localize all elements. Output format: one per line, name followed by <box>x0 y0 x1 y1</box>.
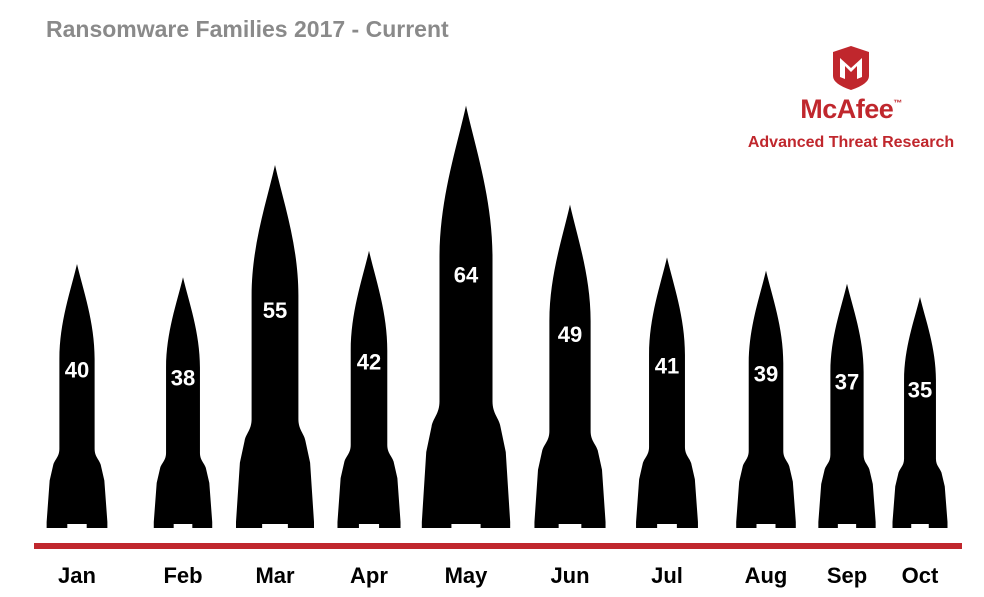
rocket-icon <box>236 165 314 528</box>
rocket-icon <box>421 105 511 528</box>
data-label: 42 <box>357 350 381 375</box>
x-tick-label: Feb <box>163 563 202 588</box>
mcafee-shield-icon <box>833 46 869 90</box>
logo-brand-name: McAfee <box>800 94 894 124</box>
x-tick-label: Sep <box>827 563 867 588</box>
data-label: 35 <box>908 377 932 402</box>
x-tick-label: Jun <box>550 563 589 588</box>
mcafee-logo: McAfee™ Advanced Threat Research <box>736 46 966 166</box>
data-label: 38 <box>171 366 195 391</box>
data-label: 64 <box>454 263 479 288</box>
rocket-icon <box>892 297 948 528</box>
rocket-icon <box>46 264 108 528</box>
rocket-icon <box>337 250 401 529</box>
logo-tagline: Advanced Threat Research <box>747 134 955 151</box>
logo-brand: McAfee™ <box>736 94 966 125</box>
x-tick-label: May <box>445 563 489 588</box>
x-tick-label: Jan <box>58 563 96 588</box>
rocket-marks: 40 38 55 42 64 49 41 39 37 35 <box>46 105 948 529</box>
x-axis-labels: Jan Feb Mar Apr May Jun Jul Aug Sep Oct <box>58 563 939 588</box>
data-label: 40 <box>65 358 89 383</box>
data-label: 39 <box>754 362 778 387</box>
rocket-icon <box>636 257 698 528</box>
x-tick-label: Aug <box>745 563 788 588</box>
data-label: 55 <box>263 298 287 323</box>
rocket-icon <box>153 277 213 528</box>
rocket-icon <box>818 283 876 528</box>
rocket-icon <box>534 204 606 528</box>
rocket-icon <box>736 270 796 528</box>
logo-trademark: ™ <box>893 98 902 108</box>
x-tick-label: Apr <box>350 563 388 588</box>
data-label: 41 <box>655 354 679 379</box>
data-label: 37 <box>835 369 859 394</box>
data-label: 49 <box>558 322 582 347</box>
x-tick-label: Oct <box>902 563 939 588</box>
baseline <box>34 543 962 549</box>
x-tick-label: Jul <box>651 563 683 588</box>
x-tick-label: Mar <box>255 563 295 588</box>
chart-title: Ransomware Families 2017 - Current <box>46 16 449 42</box>
